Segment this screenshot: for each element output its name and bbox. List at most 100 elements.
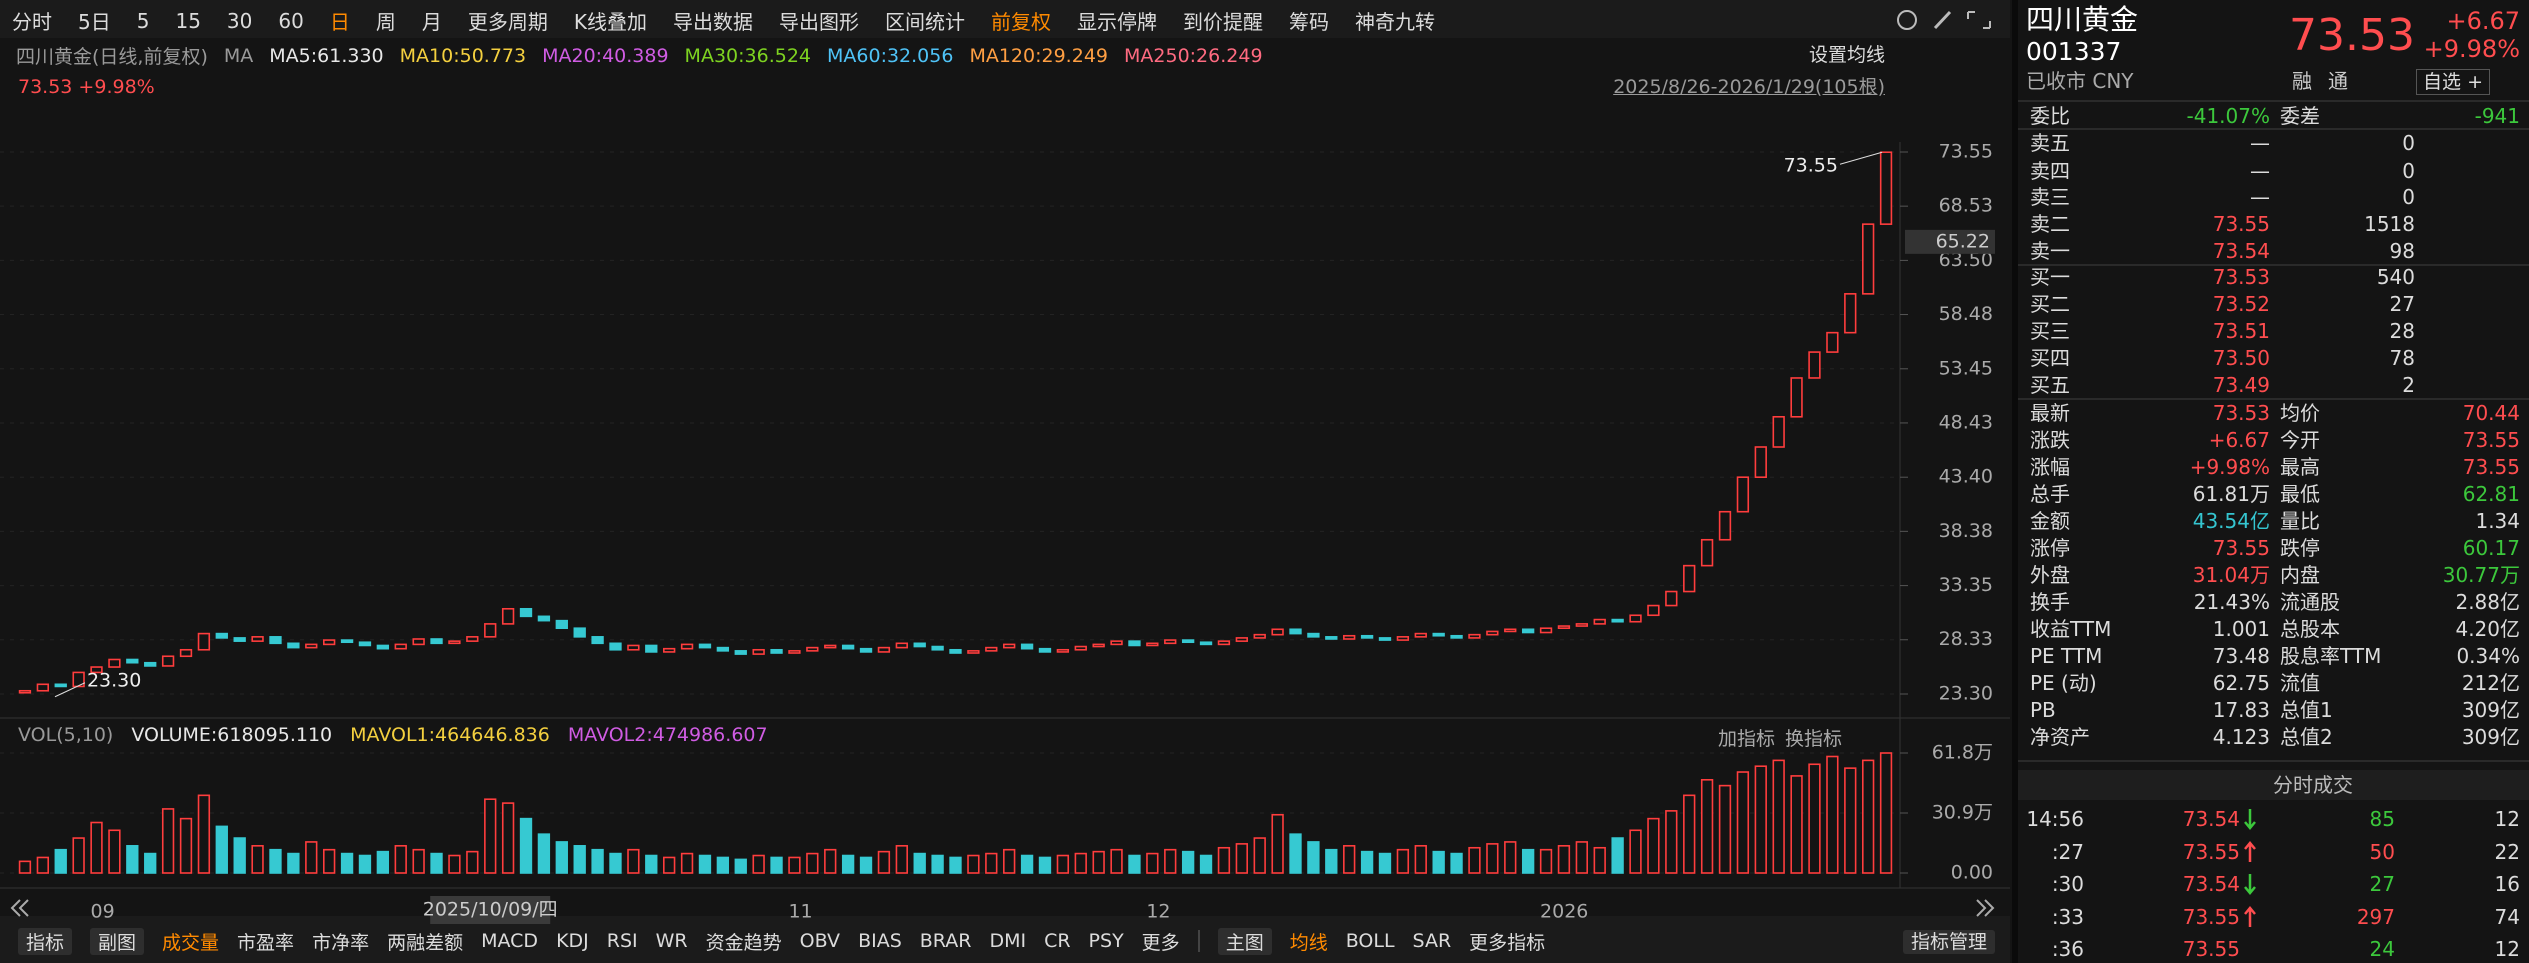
ma-label: MA: [223, 44, 254, 67]
watch-button[interactable]: 自选 +: [2416, 68, 2490, 96]
tab[interactable]: 成交量: [162, 931, 220, 954]
tab[interactable]: 副图: [90, 927, 145, 955]
candle: [18, 689, 32, 694]
book-qty: 0: [2402, 131, 2415, 155]
toolbar-item[interactable]: 前复权: [990, 10, 1051, 34]
volume-bar: [1289, 833, 1302, 874]
book-price: —: [2250, 131, 2270, 155]
separator: [2018, 398, 2529, 400]
tab[interactable]: CR: [1044, 930, 1071, 952]
tab[interactable]: WR: [655, 930, 688, 952]
candle: [1020, 643, 1034, 650]
book-price: 73.49: [2212, 373, 2270, 397]
kline-chart: 73.55 68.53 63.50 58.48 53.45 48.43 43.40 38.38…: [0, 10, 2010, 924]
toolbar-item[interactable]: 导出图形: [778, 10, 859, 34]
toolbar-item[interactable]: 更多周期: [467, 10, 548, 34]
candle: [895, 642, 908, 649]
volume-bar: [305, 841, 318, 874]
candle: [806, 646, 819, 652]
trade-direction: [2244, 905, 2256, 927]
tab[interactable]: 两融差额: [387, 931, 464, 954]
tab[interactable]: DMI: [989, 930, 1027, 952]
volume-bar: [394, 845, 407, 874]
volume-bar: [859, 856, 873, 874]
book-qty: 98: [2389, 239, 2415, 263]
toolbar-item[interactable]: 筹码: [1288, 10, 1329, 34]
tab[interactable]: 主图: [1217, 927, 1272, 955]
tab[interactable]: BRAR: [919, 930, 972, 952]
indicator-button[interactable]: 加指标: [1718, 728, 1776, 750]
icon-fullscreen[interactable]: [1967, 11, 1991, 29]
toolbar-item[interactable]: 5: [136, 8, 150, 33]
volume-bar: [1575, 841, 1589, 874]
tab[interactable]: BIAS: [858, 930, 902, 952]
low-arrow: [54, 682, 86, 698]
y-label: 53.45: [1939, 357, 1993, 379]
candle: [1486, 630, 1499, 636]
book-level: 买三: [2030, 319, 2070, 343]
candle: [412, 638, 425, 646]
toolbar-item[interactable]: 日: [329, 10, 350, 34]
candle: [752, 648, 765, 655]
stat-label: 最低: [2280, 482, 2320, 506]
volume-bar: [1826, 755, 1839, 874]
candle: [1575, 623, 1589, 627]
scroll-right[interactable]: [1976, 899, 1995, 917]
icon-brush[interactable]: [1933, 10, 1952, 30]
candle: [1736, 476, 1750, 513]
tab[interactable]: PSY: [1088, 930, 1124, 952]
candle: [430, 638, 443, 645]
volume-bar: [1557, 845, 1571, 874]
scroll-left[interactable]: [10, 899, 29, 917]
tab[interactable]: OBV: [799, 930, 841, 952]
tab[interactable]: 均线: [1289, 931, 1328, 954]
tab[interactable]: BOLL: [1345, 930, 1395, 952]
volume-legend-item: VOLUME:618095.110: [131, 724, 333, 746]
high-label: 73.55: [1784, 155, 1838, 177]
tab[interactable]: 指标: [18, 927, 73, 955]
volume-bar: [72, 837, 85, 874]
separator: [2018, 128, 2529, 130]
tab[interactable]: KDJ: [556, 930, 589, 952]
toolbar-item[interactable]: 显示停牌: [1076, 10, 1157, 34]
indicator-button[interactable]: 换指标: [1785, 728, 1843, 750]
volume-bar: [1181, 850, 1195, 874]
tab[interactable]: RSI: [606, 930, 638, 952]
toolbar-item[interactable]: K线叠加: [573, 10, 647, 34]
candle: [1235, 637, 1248, 642]
tab[interactable]: 市盈率: [237, 931, 295, 954]
toolbar-item[interactable]: 导出数据: [672, 10, 753, 34]
book-price: 73.54: [2212, 239, 2270, 263]
toolbar-item[interactable]: 60: [278, 8, 304, 33]
stat-label: 涨停: [2030, 536, 2070, 560]
toolbar-item[interactable]: 到价提醒: [1182, 10, 1263, 34]
toolbar-item[interactable]: 月: [421, 10, 442, 34]
ma-value: MA120:29.249: [969, 44, 1108, 67]
toolbar-item[interactable]: 分时: [12, 10, 52, 34]
toolbar-item[interactable]: 5日: [78, 10, 111, 34]
toolbar-item[interactable]: 30: [226, 8, 253, 33]
toolbar-item[interactable]: 区间统计: [884, 10, 965, 34]
tab[interactable]: 市净率: [312, 931, 370, 954]
tab[interactable]: 更多指标: [1469, 931, 1546, 954]
toolbar-item[interactable]: 周: [375, 10, 396, 34]
tab[interactable]: 更多: [1141, 931, 1180, 954]
trade-time: :27: [2051, 839, 2084, 864]
vol-label: 61.8万: [1932, 742, 1993, 764]
candle: [1181, 639, 1195, 644]
candle: [269, 636, 282, 645]
trade-direction: [2244, 809, 2256, 830]
indicator-manager[interactable]: 指标管理: [1902, 929, 1995, 955]
icon-circle[interactable]: [1897, 10, 1917, 30]
crosshair-label: 2025/10/09/四: [423, 899, 558, 921]
stat-label: 最新: [2030, 401, 2070, 425]
tab[interactable]: SAR: [1412, 930, 1452, 952]
stat-value: 2.88亿: [2455, 590, 2520, 614]
ma-settings[interactable]: 设置均线: [1808, 43, 1885, 66]
trade-direction: [2244, 840, 2256, 862]
tab[interactable]: 资金趋势: [705, 931, 782, 954]
tab[interactable]: MACD: [481, 930, 539, 952]
toolbar-item[interactable]: 神奇九转: [1354, 10, 1435, 34]
toolbar-item[interactable]: 15: [175, 8, 201, 33]
candle: [698, 643, 712, 649]
